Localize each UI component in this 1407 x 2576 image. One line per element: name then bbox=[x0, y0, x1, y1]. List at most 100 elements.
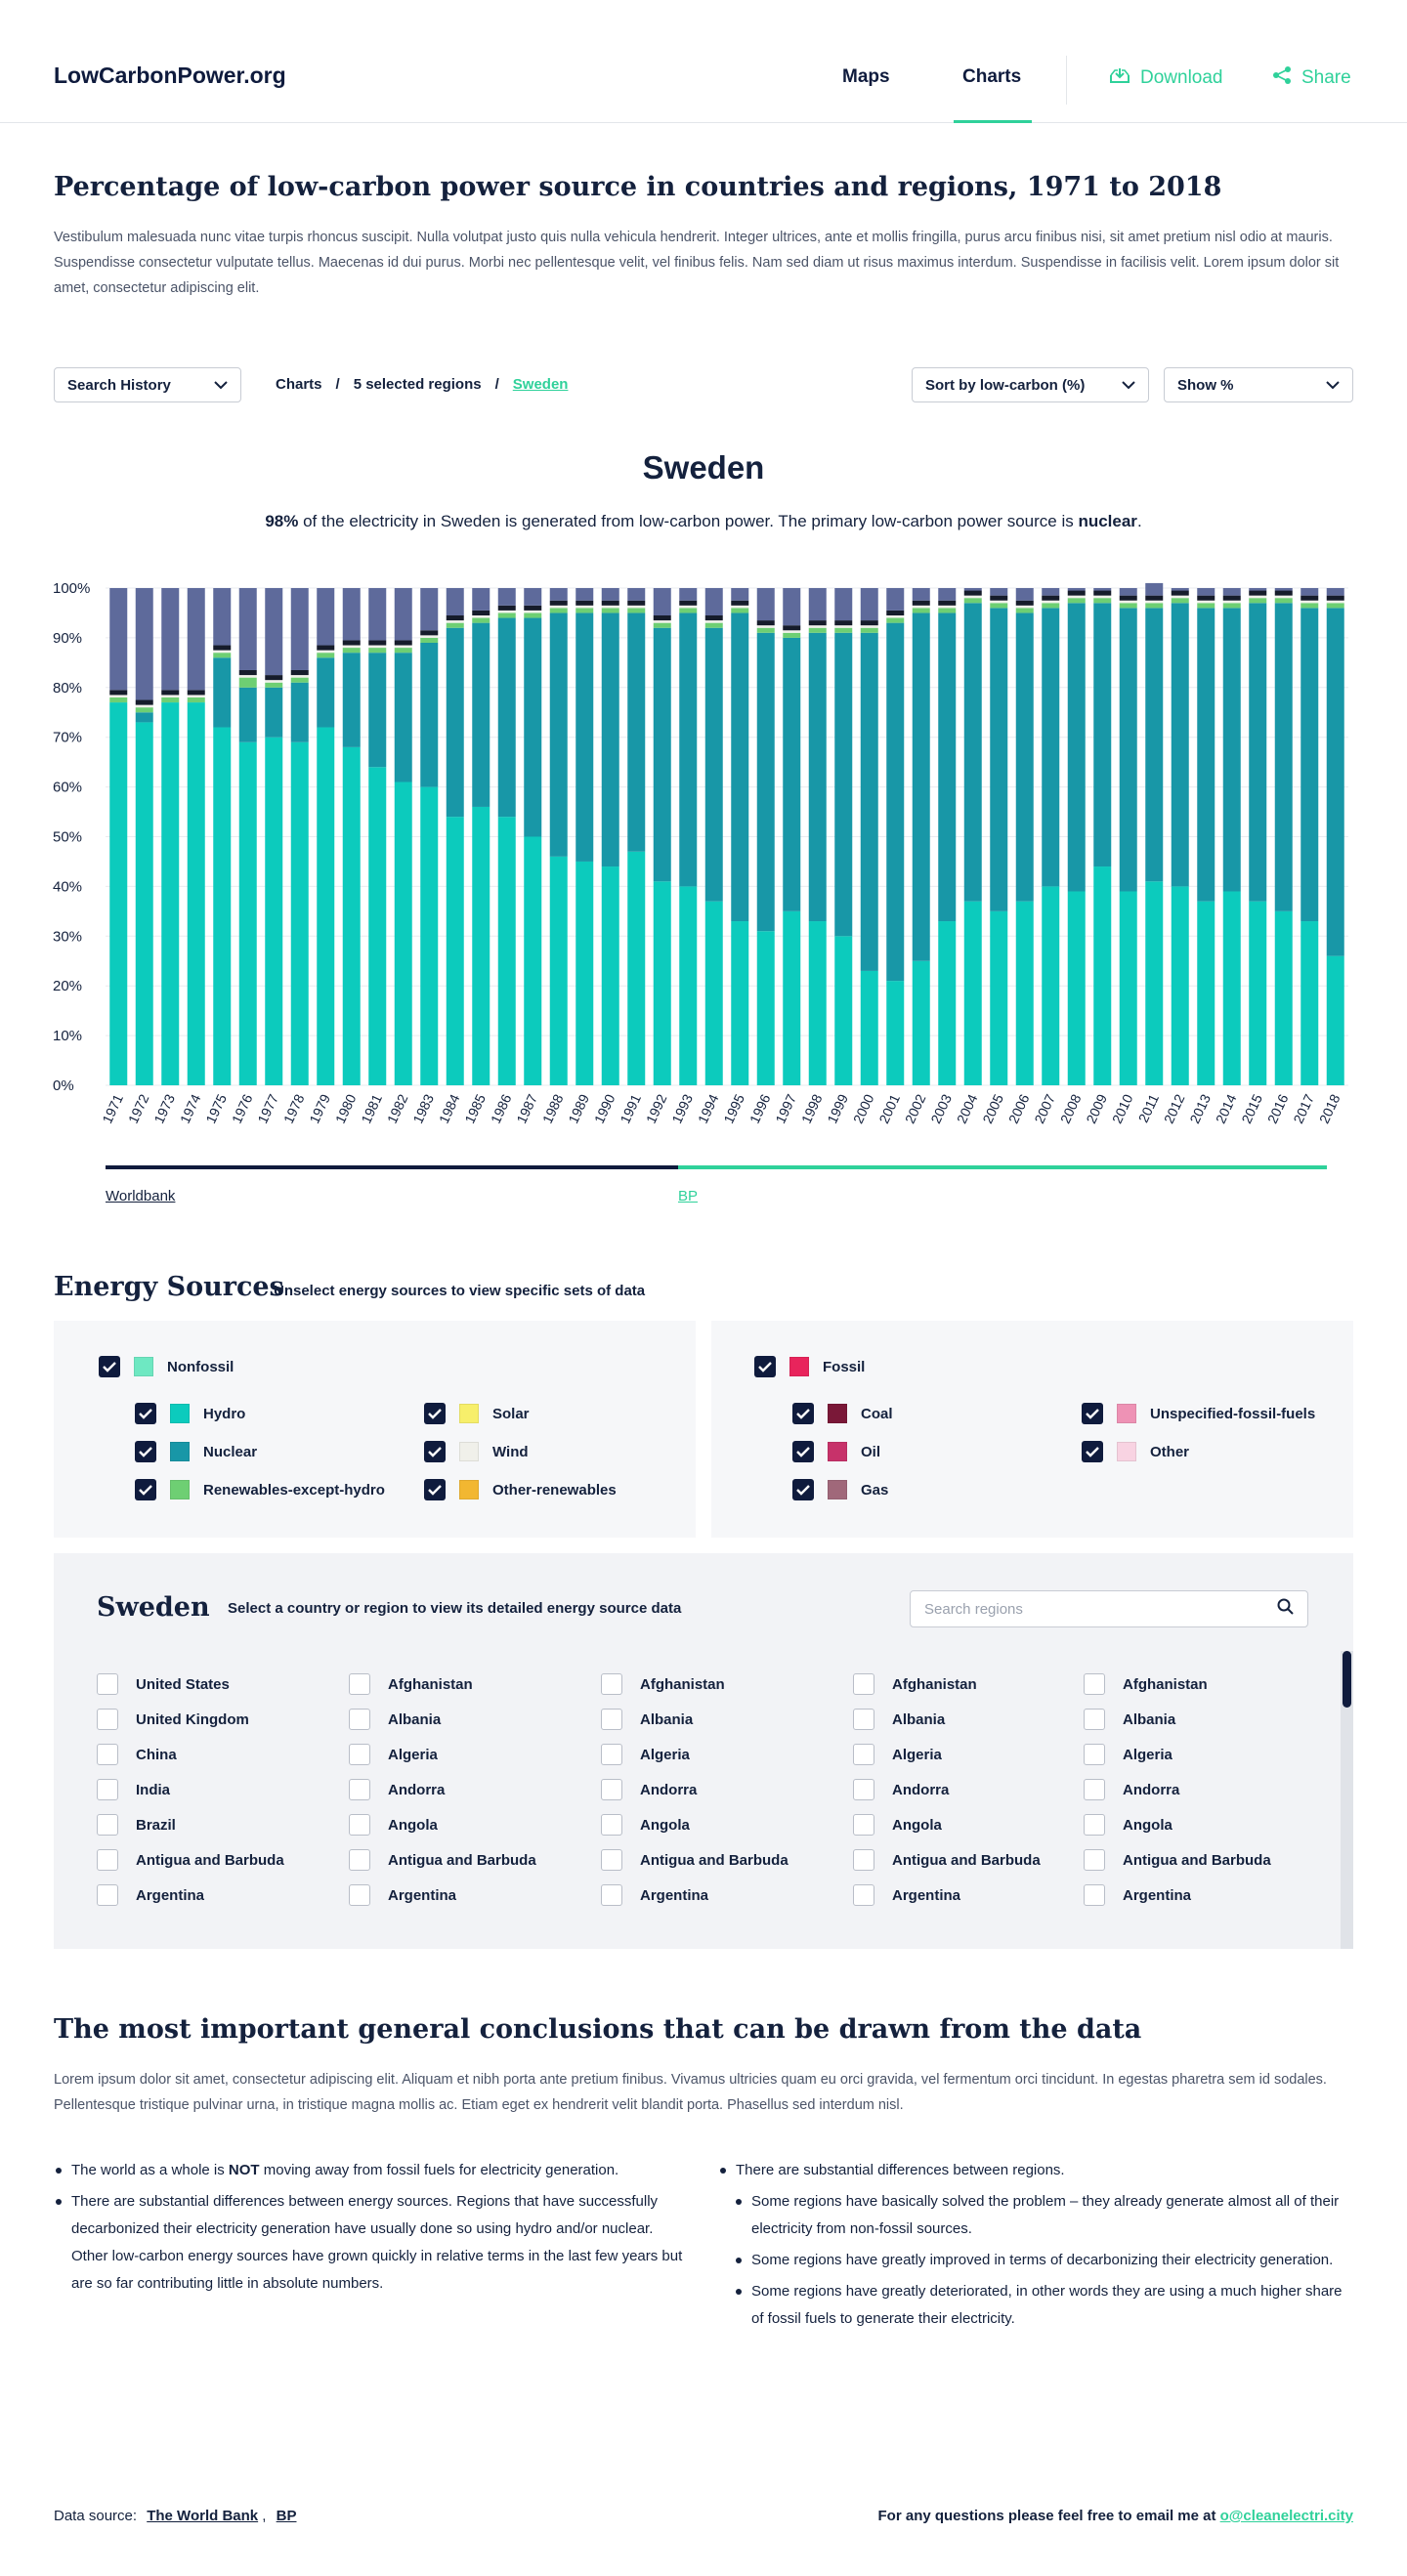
checkbox-nonfossil[interactable]: Nonfossil bbox=[99, 1356, 234, 1377]
region-checkbox[interactable] bbox=[601, 1884, 622, 1906]
region-checkbox[interactable] bbox=[1084, 1814, 1105, 1836]
region-checkbox[interactable] bbox=[853, 1814, 874, 1836]
region-checkbox[interactable] bbox=[601, 1709, 622, 1730]
breadcrumb-current[interactable]: Sweden bbox=[512, 376, 569, 393]
region-checkbox[interactable] bbox=[853, 1884, 874, 1906]
download-button[interactable]: Download bbox=[1109, 66, 1223, 90]
checkbox-hydro[interactable]: Hydro bbox=[135, 1403, 245, 1424]
site-logo[interactable]: LowCarbonPower.org bbox=[54, 63, 286, 88]
share-button[interactable]: Share bbox=[1272, 66, 1351, 90]
checkbox-renewables-except-hydro[interactable]: Renewables-except-hydro bbox=[135, 1479, 385, 1500]
region-option[interactable]: Afghanistan bbox=[349, 1673, 473, 1695]
region-option[interactable]: Antigua and Barbuda bbox=[853, 1849, 1041, 1871]
region-option[interactable]: Andorra bbox=[1084, 1779, 1179, 1800]
region-checkbox[interactable] bbox=[97, 1814, 118, 1836]
region-checkbox[interactable] bbox=[601, 1814, 622, 1836]
show-select[interactable]: Show % bbox=[1164, 367, 1353, 402]
checkbox-gas[interactable]: Gas bbox=[792, 1479, 888, 1500]
checkbox-wind[interactable]: Wind bbox=[424, 1441, 529, 1462]
region-option[interactable]: Angola bbox=[601, 1814, 690, 1836]
region-option[interactable]: Antigua and Barbuda bbox=[1084, 1849, 1271, 1871]
breadcrumb-regions[interactable]: 5 selected regions bbox=[353, 376, 482, 393]
checkbox-other-renewables[interactable]: Other-renewables bbox=[424, 1479, 617, 1500]
region-option[interactable]: Albania bbox=[853, 1709, 945, 1730]
region-option[interactable]: Antigua and Barbuda bbox=[349, 1849, 536, 1871]
region-option[interactable]: Afghanistan bbox=[853, 1673, 977, 1695]
region-checkbox[interactable] bbox=[349, 1709, 370, 1730]
region-checkbox[interactable] bbox=[601, 1744, 622, 1765]
region-option[interactable]: Brazil bbox=[97, 1814, 176, 1836]
region-option[interactable]: Argentina bbox=[601, 1884, 708, 1906]
region-checkbox[interactable] bbox=[853, 1673, 874, 1695]
region-option[interactable]: Albania bbox=[349, 1709, 441, 1730]
region-checkbox[interactable] bbox=[1084, 1744, 1105, 1765]
region-search-input[interactable] bbox=[924, 1600, 1257, 1618]
region-checkbox[interactable] bbox=[853, 1709, 874, 1730]
region-checkbox[interactable] bbox=[853, 1744, 874, 1765]
region-checkbox[interactable] bbox=[349, 1673, 370, 1695]
region-option[interactable]: Algeria bbox=[1084, 1744, 1172, 1765]
region-option[interactable]: United States bbox=[97, 1673, 230, 1695]
region-checkbox[interactable] bbox=[601, 1779, 622, 1800]
region-checkbox[interactable] bbox=[853, 1779, 874, 1800]
region-list-scrollbar-track[interactable] bbox=[1341, 1651, 1353, 1949]
checkbox-unspecified-fossil-fuels[interactable]: Unspecified-fossil-fuels bbox=[1082, 1403, 1315, 1424]
region-checkbox[interactable] bbox=[601, 1849, 622, 1871]
checkbox-fossil[interactable]: Fossil bbox=[754, 1356, 865, 1377]
region-checkbox[interactable] bbox=[1084, 1673, 1105, 1695]
region-checkbox[interactable] bbox=[97, 1884, 118, 1906]
checkbox-other[interactable]: Other bbox=[1082, 1441, 1189, 1462]
region-option[interactable]: Afghanistan bbox=[601, 1673, 725, 1695]
nav-maps[interactable]: Maps bbox=[842, 66, 890, 87]
region-checkbox[interactable] bbox=[1084, 1849, 1105, 1871]
region-checkbox[interactable] bbox=[1084, 1779, 1105, 1800]
checkbox-solar[interactable]: Solar bbox=[424, 1403, 530, 1424]
source-link-bp[interactable]: BP bbox=[678, 1188, 699, 1204]
region-checkbox[interactable] bbox=[349, 1884, 370, 1906]
region-option[interactable]: China bbox=[97, 1744, 177, 1765]
region-checkbox[interactable] bbox=[349, 1814, 370, 1836]
breadcrumb-charts[interactable]: Charts bbox=[276, 376, 322, 393]
region-list-scrollbar-thumb[interactable] bbox=[1343, 1651, 1351, 1708]
region-option[interactable]: Argentina bbox=[97, 1884, 204, 1906]
region-option[interactable]: Argentina bbox=[1084, 1884, 1191, 1906]
source-link-worldbank[interactable]: Worldbank bbox=[106, 1188, 176, 1204]
region-option[interactable]: Angola bbox=[853, 1814, 942, 1836]
region-option[interactable]: Angola bbox=[1084, 1814, 1172, 1836]
region-option[interactable]: Algeria bbox=[349, 1744, 438, 1765]
region-option[interactable]: Algeria bbox=[601, 1744, 690, 1765]
region-option[interactable]: Andorra bbox=[853, 1779, 949, 1800]
region-option[interactable]: Albania bbox=[1084, 1709, 1175, 1730]
checkbox-coal[interactable]: Coal bbox=[792, 1403, 893, 1424]
region-option[interactable]: Albania bbox=[601, 1709, 693, 1730]
contact-email-link[interactable]: o@cleanelectri.city bbox=[1219, 2508, 1353, 2524]
search-icon[interactable] bbox=[1277, 1598, 1294, 1620]
region-option[interactable]: Argentina bbox=[853, 1884, 960, 1906]
region-option[interactable]: Andorra bbox=[601, 1779, 697, 1800]
region-checkbox[interactable] bbox=[97, 1673, 118, 1695]
region-checkbox[interactable] bbox=[349, 1849, 370, 1871]
checkbox-nuclear[interactable]: Nuclear bbox=[135, 1441, 257, 1462]
region-checkbox[interactable] bbox=[97, 1709, 118, 1730]
region-checkbox[interactable] bbox=[97, 1779, 118, 1800]
region-checkbox[interactable] bbox=[349, 1744, 370, 1765]
region-checkbox[interactable] bbox=[97, 1744, 118, 1765]
region-option[interactable]: Andorra bbox=[349, 1779, 445, 1800]
region-option[interactable]: Angola bbox=[349, 1814, 438, 1836]
region-option[interactable]: India bbox=[97, 1779, 170, 1800]
nav-charts[interactable]: Charts bbox=[962, 66, 1022, 87]
region-option[interactable]: Afghanistan bbox=[1084, 1673, 1208, 1695]
region-option[interactable]: Algeria bbox=[853, 1744, 942, 1765]
region-checkbox[interactable] bbox=[601, 1673, 622, 1695]
sort-select[interactable]: Sort by low-carbon (%) bbox=[912, 367, 1149, 402]
region-checkbox[interactable] bbox=[853, 1849, 874, 1871]
source-link-world-bank[interactable]: The World Bank bbox=[147, 2508, 259, 2524]
region-option[interactable]: Antigua and Barbuda bbox=[97, 1849, 284, 1871]
search-history-select[interactable]: Search History bbox=[54, 367, 241, 402]
source-link-bp-footer[interactable]: BP bbox=[276, 2508, 297, 2524]
region-checkbox[interactable] bbox=[1084, 1709, 1105, 1730]
region-option[interactable]: United Kingdom bbox=[97, 1709, 249, 1730]
region-option[interactable]: Antigua and Barbuda bbox=[601, 1849, 789, 1871]
checkbox-oil[interactable]: Oil bbox=[792, 1441, 880, 1462]
region-option[interactable]: Argentina bbox=[349, 1884, 456, 1906]
